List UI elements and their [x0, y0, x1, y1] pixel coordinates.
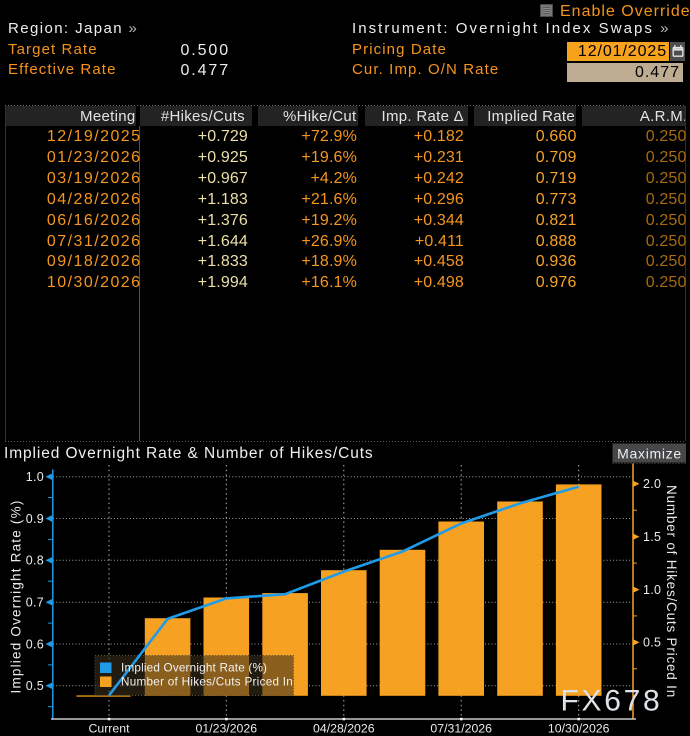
svg-text:0.6: 0.6: [26, 637, 44, 651]
svg-text:1.5: 1.5: [643, 530, 661, 544]
svg-text:0.8: 0.8: [26, 554, 44, 568]
svg-text:Number of Hikes/Cuts Priced In: Number of Hikes/Cuts Priced In: [664, 485, 679, 698]
svg-text:04/28/2026: 04/28/2026: [313, 722, 375, 736]
svg-text:0.5: 0.5: [643, 636, 661, 650]
svg-text:0.5: 0.5: [26, 679, 44, 693]
svg-text:0.7: 0.7: [26, 596, 44, 610]
svg-text:2.0: 2.0: [643, 477, 661, 491]
svg-text:FX678: FX678: [561, 685, 663, 718]
svg-text:0.9: 0.9: [26, 512, 44, 526]
svg-text:Number of Hikes/Cuts Priced In: Number of Hikes/Cuts Priced In: [121, 676, 293, 689]
svg-text:Implied Overnight Rate (%): Implied Overnight Rate (%): [9, 499, 24, 693]
svg-text:Maximize: Maximize: [617, 446, 682, 462]
svg-text:Implied Overnight Rate (%): Implied Overnight Rate (%): [121, 662, 267, 675]
svg-text:1.0: 1.0: [26, 470, 44, 484]
svg-text:Implied Overnight Rate & Numbe: Implied Overnight Rate & Number of Hikes…: [4, 445, 374, 462]
svg-text:Current: Current: [88, 721, 130, 735]
svg-text:1.0: 1.0: [643, 583, 661, 597]
svg-text:01/23/2026: 01/23/2026: [196, 722, 258, 736]
svg-text:10/30/2026: 10/30/2026: [548, 722, 610, 736]
svg-text:07/31/2026: 07/31/2026: [430, 722, 492, 736]
